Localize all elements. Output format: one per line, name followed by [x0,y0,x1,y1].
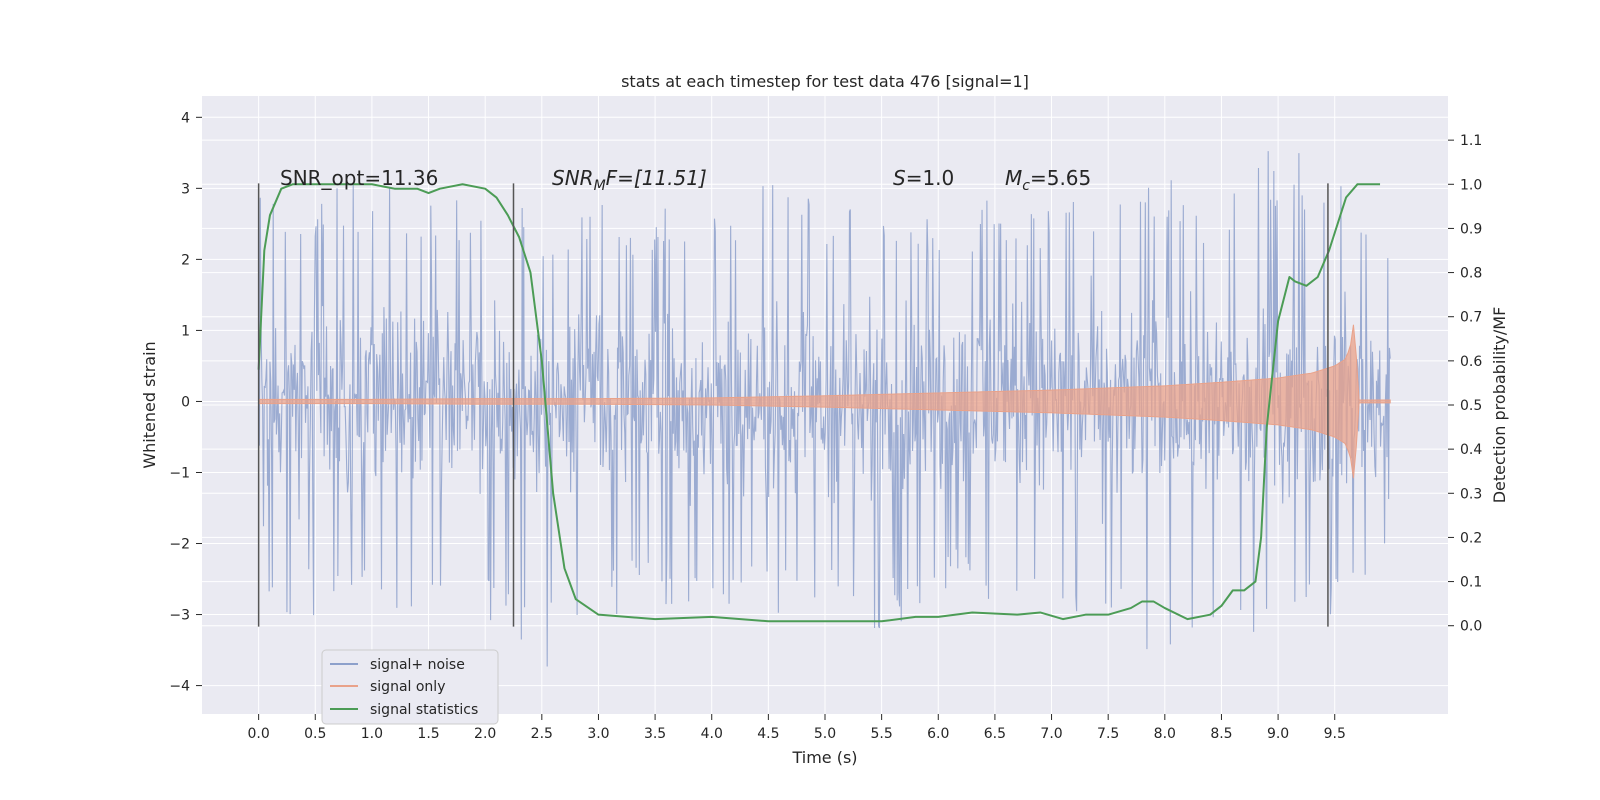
x-tick-label: 5.0 [814,726,836,742]
y-right-tick-label: 0.1 [1460,575,1482,591]
y-right-tick-label: 1.0 [1460,177,1482,193]
y-axis-label: Whitened strain [140,341,159,468]
x-tick-label: 4.0 [701,726,723,742]
x-tick-label: 7.0 [1040,726,1062,742]
y-right-tick-label: 0.2 [1460,530,1482,546]
x-tick-label: 7.5 [1097,726,1119,742]
data-layer [257,151,1391,667]
y-right-tick-label: 0.3 [1460,486,1482,502]
series-signal-only [258,324,1391,479]
annotation-s-value: =1.0 [906,166,955,190]
y-tick-label: 4 [181,110,190,126]
x-tick-label: 9.5 [1324,726,1346,742]
legend-box [321,649,499,725]
x-axis-label: Time (s) [791,748,857,767]
y-tick-label: 0 [181,394,190,410]
x-tick-label: 3.0 [587,726,609,742]
annotation-mc-value: =5.65 [1030,166,1091,190]
ticks: 0.0 0.5 1.0 1.5 2.0 2.5 3.0 3.5 4.0 4.5 5.0 5.5 6.0 6… [169,110,1482,742]
legend-label-signal-statistics: signal statistics [370,702,478,718]
annotation-mc: Mc=5.65 [1005,166,1091,194]
x-tick-label: 4.5 [757,726,779,742]
annotation-snr-mf-sub: M [594,178,606,194]
y-right-tick-label: 0.7 [1460,310,1482,326]
x-tick-label: 0.5 [304,726,326,742]
window-markers [257,183,1329,627]
y-right-tick-label: 0.4 [1460,442,1482,458]
y-tick-label: −4 [169,679,190,695]
y-tick-label: 3 [181,181,190,197]
chart-title: stats at each timestep for test data 476… [621,72,1029,91]
annotation-s-var: S [893,166,906,190]
x-tick-label: 2.5 [531,726,553,742]
x-tick-label: 5.5 [871,726,893,742]
annotation-snr-opt: SNR_opt=11.36 [280,166,438,190]
y-tick-label: −3 [169,608,190,624]
x-tick-label: 3.5 [644,726,666,742]
series-signal-statistics [257,183,1381,623]
x-tick-label: 6.0 [927,726,949,742]
legend-label-signal-only: signal only [370,679,445,695]
annotation-snr-mf-main: SNR [552,166,594,190]
x-tick-label: 0.0 [248,726,270,742]
annotation-s: S=1.0 [893,166,954,190]
annotation-mc-sub: c [1022,178,1030,194]
annotation-mc-var: M [1005,166,1022,190]
y-right-axis-label: Detection probability/MF [1490,307,1509,504]
x-tick-label: 8.5 [1210,726,1232,742]
y-right-tick-label: 1.1 [1460,133,1482,149]
x-tick-label: 1.0 [361,726,383,742]
y-right-tick-label: 0.8 [1460,266,1482,282]
y-right-tick-label: 0.0 [1460,619,1482,635]
x-tick-label: 9.0 [1267,726,1289,742]
annotation-snr-mf: SNRMF=[11.51] [552,166,707,194]
y-tick-label: −2 [169,537,190,553]
y-right-tick-label: 0.9 [1460,221,1482,237]
annotation-snr-mf-rest: F=[11.51] [606,166,707,190]
y-tick-label: 1 [181,323,190,339]
x-tick-label: 8.0 [1154,726,1176,742]
legend: signal+ noise signal only signal statist… [321,649,499,725]
y-tick-label: 2 [181,252,190,268]
series-signal-noise [258,151,1391,667]
x-tick-label: 6.5 [984,726,1006,742]
legend-label-signal-noise: signal+ noise [370,657,465,673]
y-right-tick-label: 0.6 [1460,354,1482,370]
y-right-tick-label: 0.5 [1460,398,1482,414]
annotations: SNR_opt=11.36 SNRMF=[11.51] S=1.0 Mc=5.6… [280,166,1091,194]
x-tick-label: 1.5 [417,726,439,742]
y-tick-label: −1 [169,465,190,481]
x-tick-label: 2.0 [474,726,496,742]
